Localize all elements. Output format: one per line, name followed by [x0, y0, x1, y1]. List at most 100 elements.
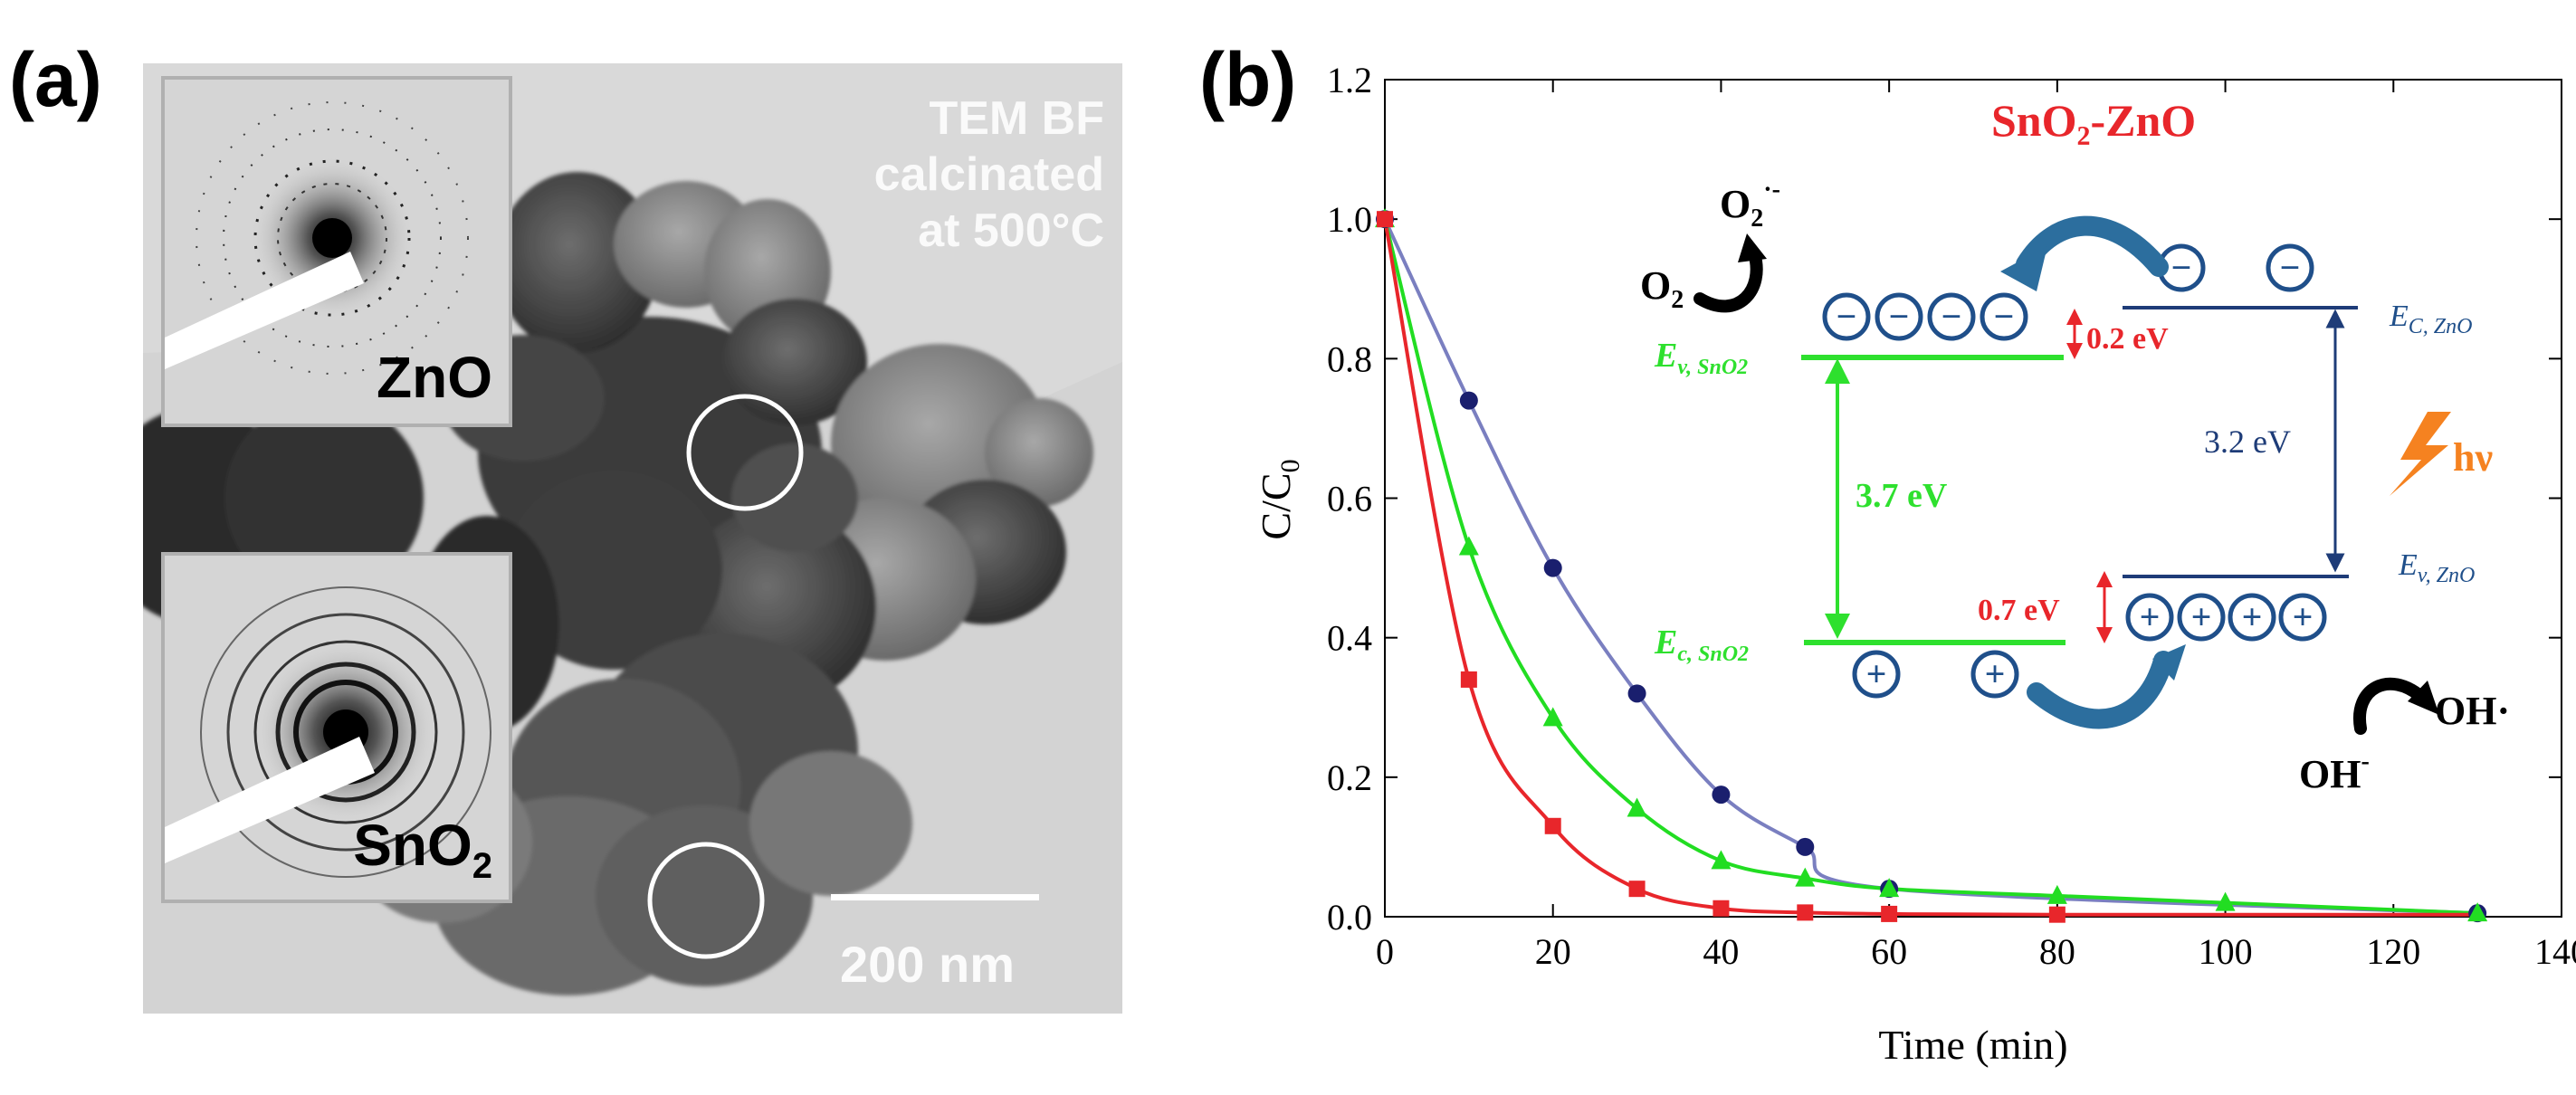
ev-sno2-main: E	[1654, 337, 1677, 375]
ec-zno-main: E	[2389, 300, 2409, 333]
data-point-green-triangles	[2046, 884, 2067, 904]
tem-title-line-2: calcinated	[873, 148, 1104, 201]
x-tick-label: 40	[1703, 931, 1739, 972]
curve-navy-circles	[1383, 218, 2478, 916]
inset-sno2-label-main: SnO	[353, 813, 472, 879]
hole-symbol: +	[2242, 596, 2263, 637]
x-tick-label: 0	[1376, 931, 1394, 972]
hole-symbol: +	[2293, 596, 2314, 637]
cb-offset-label: 0.2 eV	[2086, 322, 2169, 356]
o2-radical-sub: 2	[1751, 205, 1763, 233]
oh-oxidation-arrowhead	[2408, 681, 2439, 715]
oh-minus-main: OH	[2299, 752, 2361, 796]
electron-symbol: −	[1942, 296, 1962, 337]
hole-symbol: +	[2191, 596, 2212, 637]
ec-sno2-label: Ec, SnO2	[1654, 624, 1749, 666]
oh-oxidation-arrow	[2352, 677, 2428, 735]
electron-symbol: −	[2280, 247, 2301, 288]
oh-radical-label: OH·	[2435, 689, 2510, 733]
data-point-navy-circles	[1712, 786, 1731, 805]
vb-offset-label: 0.7 eV	[1978, 594, 2060, 627]
x-tick-label: 120	[2366, 931, 2420, 972]
electron	[1875, 292, 1923, 341]
inset-sno2-label-sub: 2	[472, 846, 492, 886]
panel-b-label: (b)	[1199, 37, 1297, 122]
oh-minus-sup: -	[2361, 747, 2369, 776]
x-tick-label: 20	[1535, 931, 1571, 972]
hole-transfer-arrow	[2027, 651, 2173, 729]
hole-symbol: +	[2140, 596, 2161, 637]
electron-symbol: −	[1889, 296, 1910, 337]
tem-particles-image	[143, 63, 1122, 1014]
sno2-holes: + +	[1852, 650, 2019, 699]
hole-symbol: +	[1866, 653, 1887, 694]
highlight-circle-zno	[686, 394, 804, 511]
electron	[1927, 292, 1976, 341]
inset-zno-diffraction: ZnO	[161, 76, 512, 427]
data-point-red-squares	[1544, 817, 1561, 834]
o2-radical-label: O2·-	[1720, 176, 1780, 233]
o2-sub: 2	[1671, 286, 1684, 314]
data-point-green-triangles	[1627, 797, 1647, 817]
data-markers	[1375, 208, 2488, 923]
scale-bar-label: 200 nm	[840, 936, 1015, 993]
o2-reduction-arrowhead	[1738, 233, 1767, 262]
ev-sno2-label: Ev, SnO2	[1654, 337, 1748, 379]
plot-frame	[1384, 79, 2562, 918]
y-tick-label: 0.4	[1327, 618, 1372, 659]
data-point-red-squares	[1460, 671, 1477, 688]
data-point-green-triangles	[1711, 850, 1732, 870]
sno2-diffraction-pattern	[165, 556, 509, 900]
y-axis-ticks: 0.0 0.2 0.4 0.6 0.8 1.0 1.2	[1327, 60, 2562, 938]
zno-diffraction-pattern	[165, 80, 509, 424]
ev-zno-sub: v, ZnO	[2418, 564, 2476, 587]
x-tick-label: 80	[2039, 931, 2075, 972]
data-point-navy-circles	[1627, 684, 1646, 703]
data-point-navy-circles	[1796, 837, 1815, 856]
data-point-red-squares	[2048, 906, 2066, 923]
hole	[2278, 593, 2327, 642]
electron-symbol: −	[2171, 247, 2192, 288]
degradation-chart: 0.00.20.40.60.81.01.2 020406080100120140…	[1204, 0, 2576, 1095]
electron-symbol: −	[1837, 296, 1857, 337]
electron	[2266, 243, 2314, 292]
ec-zno-label: EC, ZnO	[2389, 300, 2472, 338]
electron-symbol: −	[1994, 296, 2015, 337]
ev-sno2-sub: v, SnO2	[1677, 356, 1748, 379]
chart-axes	[1384, 79, 2562, 918]
hole	[2125, 593, 2174, 642]
y-axis-title: C/C0	[1253, 459, 1305, 539]
data-point-navy-circles	[1543, 558, 1562, 577]
data-point-red-squares	[1628, 881, 1646, 898]
hv-label: hν	[2453, 435, 2493, 480]
hole-symbol: +	[1985, 653, 2006, 694]
ev-zno-main: E	[2398, 548, 2418, 582]
y-tick-label: 0.2	[1327, 757, 1372, 798]
hole	[1852, 650, 1901, 699]
hole	[2177, 593, 2226, 642]
o2-radical-sup: ·-	[1763, 176, 1780, 204]
o2-reduction-arrow	[1693, 247, 1763, 313]
scale-bar	[831, 894, 1039, 900]
zno-electrons: − −	[2157, 243, 2314, 292]
tem-title-line-3: at 500°C	[918, 205, 1104, 257]
data-point-green-triangles	[2467, 902, 2488, 922]
inset-zno-label: ZnO	[377, 345, 492, 410]
electron	[1980, 292, 2028, 341]
zno-gap-label: 3.2 eV	[2204, 424, 2291, 460]
y-tick-label: 1.2	[1327, 60, 1372, 100]
data-point-red-squares	[1881, 905, 1898, 922]
hole	[1970, 650, 2019, 699]
x-tick-label: 60	[1871, 931, 1907, 972]
ec-zno-sub: C, ZnO	[2409, 315, 2473, 338]
tem-micrograph: TEM BF calcinated at 500°C 200 nm ZnO	[143, 63, 1122, 1014]
svg-text:C/C0: C/C0	[1253, 459, 1305, 539]
zno-holes: + + + +	[2125, 593, 2327, 642]
inset-sno2-label: SnO2	[353, 812, 492, 887]
data-point-green-triangles	[1542, 707, 1563, 727]
x-tick-label: 140	[2534, 931, 2576, 972]
tem-title: TEM BF calcinated at 500°C	[724, 90, 1104, 259]
y-tick-label: 1.0	[1327, 199, 1372, 240]
y-axis-title-main: C/C	[1253, 472, 1299, 539]
y-tick-label: 0.0	[1327, 897, 1372, 938]
